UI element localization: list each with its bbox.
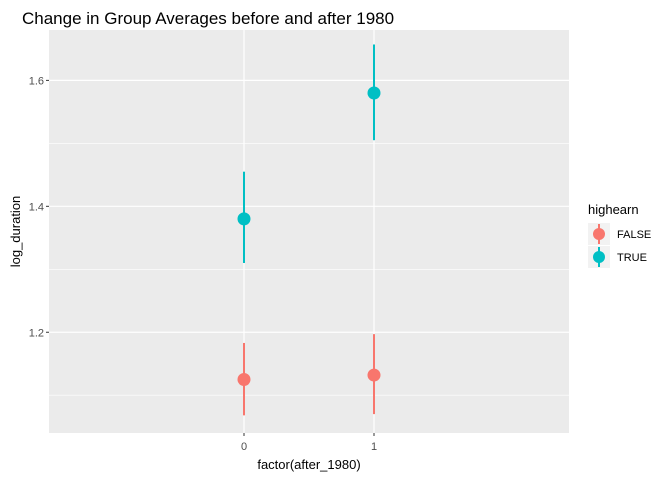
data-point <box>367 368 381 382</box>
x-axis-title: factor(after_1980) <box>257 457 360 472</box>
data-point <box>237 212 251 226</box>
legend: highearn FALSE TRUE <box>588 202 651 268</box>
legend-title: highearn <box>588 202 639 217</box>
y-tick-label: 1.6 <box>29 75 44 87</box>
y-tick-label: 1.2 <box>29 327 44 339</box>
legend-key-point <box>593 251 605 263</box>
legend-label: TRUE <box>617 252 647 264</box>
legend-key-point <box>593 228 605 240</box>
x-tick-label: 0 <box>241 441 247 453</box>
plot-panel <box>49 30 569 433</box>
legend-label: FALSE <box>617 229 651 241</box>
y-tick-label: 1.4 <box>29 201 44 213</box>
data-point <box>367 86 381 100</box>
data-marks <box>237 44 381 416</box>
y-axis-title: log_duration <box>8 196 23 268</box>
y-axis: 1.2 1.4 1.6 <box>29 75 49 339</box>
data-point <box>237 372 251 386</box>
x-tick-label: 1 <box>371 441 377 453</box>
chart-title: Change in Group Averages before and afte… <box>22 9 394 28</box>
